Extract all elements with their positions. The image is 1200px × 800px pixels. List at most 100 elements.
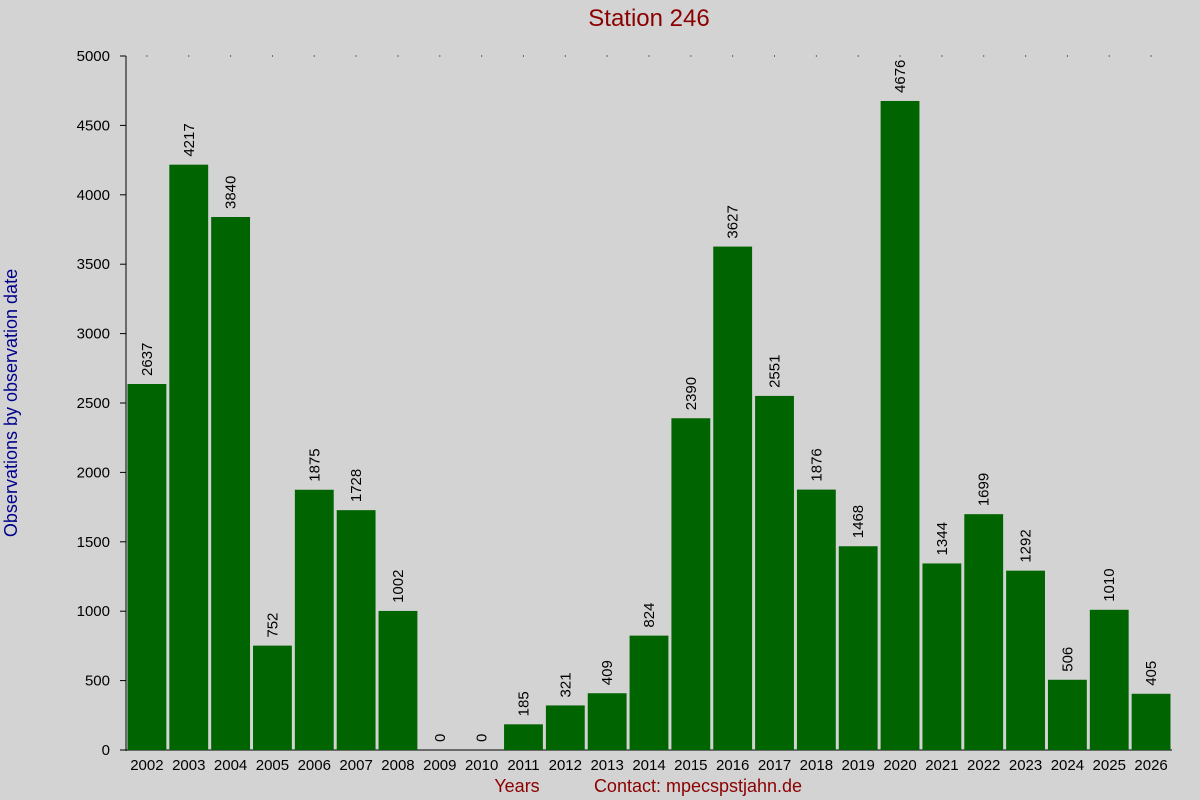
x-tick-label: 2023 <box>1009 757 1042 774</box>
y-tick-label: 1000 <box>77 603 110 620</box>
bar <box>964 514 1004 750</box>
x-tick-label: 2026 <box>1134 757 1167 774</box>
bar-value-label: 4676 <box>892 60 909 93</box>
bar-value-label: 506 <box>1059 647 1076 672</box>
top-dot <box>230 55 232 57</box>
top-dot <box>983 55 985 57</box>
x-tick-label: 2019 <box>842 757 875 774</box>
bar-value-label: 1699 <box>976 473 993 506</box>
bar-value-label: 1728 <box>348 469 365 502</box>
top-dot <box>690 55 692 57</box>
x-tick-label: 2017 <box>758 757 791 774</box>
y-tick-label: 0 <box>102 742 110 759</box>
x-tick-label: 2003 <box>172 757 205 774</box>
x-tick-label: 2012 <box>549 757 582 774</box>
bar-value-label: 1344 <box>934 522 951 555</box>
x-tick-label: 2009 <box>423 757 456 774</box>
bar-value-label: 3627 <box>725 205 742 238</box>
x-tick-label: 2002 <box>130 757 163 774</box>
bar <box>1006 570 1045 750</box>
bar <box>294 489 334 750</box>
x-tick-label: 2014 <box>632 757 665 774</box>
bar-value-label: 2637 <box>139 343 156 376</box>
x-tick-label: 2010 <box>465 757 498 774</box>
x-tick-label: 2025 <box>1093 757 1126 774</box>
bar-value-label: 752 <box>264 613 281 638</box>
top-dot <box>1066 55 1068 57</box>
bar <box>504 724 543 750</box>
bar <box>1089 609 1129 750</box>
y-tick-label: 1500 <box>77 534 110 551</box>
bar <box>1131 693 1171 750</box>
bar <box>587 693 627 750</box>
x-tick-label: 2004 <box>214 757 247 774</box>
bar-value-label: 1002 <box>390 570 407 603</box>
bar-value-label: 4217 <box>181 123 198 156</box>
x-tick-label: 2006 <box>298 757 331 774</box>
x-tick-label: 2020 <box>883 757 916 774</box>
y-tick-label: 2000 <box>77 464 110 481</box>
bar <box>796 489 836 750</box>
y-tick-label: 2500 <box>77 395 110 412</box>
x-tick-label: 2013 <box>590 757 623 774</box>
bar <box>336 510 376 750</box>
top-dot <box>857 55 859 57</box>
top-dot <box>648 55 650 57</box>
bar-value-label: 3840 <box>223 176 240 209</box>
bar <box>629 635 669 750</box>
plot-area: 0 500 1000 1500 2000 2500 3000 3500 4000 4500 5000… <box>77 48 1172 774</box>
top-dot <box>522 55 524 57</box>
top-dot <box>941 55 943 57</box>
top-dot <box>146 55 148 57</box>
bar <box>838 546 878 750</box>
x-tick-label: 2016 <box>716 757 749 774</box>
bar-value-label: 1875 <box>306 448 323 481</box>
y-tick-label: 3500 <box>77 256 110 273</box>
bar <box>922 563 962 750</box>
x-tick-label: 2015 <box>674 757 707 774</box>
x-axis-label: Years <box>494 776 539 796</box>
bar <box>169 164 209 750</box>
top-dot <box>397 55 399 57</box>
x-tick-label: 2024 <box>1051 757 1084 774</box>
bar-value-label: 0 <box>474 734 491 742</box>
bar-value-label: 1010 <box>1101 568 1118 601</box>
bar <box>378 610 418 750</box>
x-tick-label: 2008 <box>381 757 414 774</box>
bar-value-label: 1292 <box>1018 529 1035 562</box>
bar <box>1047 679 1087 750</box>
bar-value-label: 1876 <box>808 448 825 481</box>
top-dot <box>1025 55 1027 57</box>
top-dot <box>815 55 817 57</box>
y-tick-label: 500 <box>85 673 110 690</box>
x-tick-label: 2005 <box>256 757 289 774</box>
bar <box>211 217 251 750</box>
bar-value-label: 2390 <box>683 377 700 410</box>
bar <box>253 645 292 750</box>
top-dot <box>899 55 901 57</box>
top-dot <box>774 55 776 57</box>
top-dot <box>271 55 273 57</box>
bar <box>755 395 794 750</box>
top-dot <box>564 55 566 57</box>
top-dot <box>606 55 608 57</box>
bar <box>545 705 585 750</box>
x-tick-label: 2018 <box>800 757 833 774</box>
y-tick-label: 4500 <box>77 117 110 134</box>
bar-value-label: 321 <box>557 672 574 697</box>
bar <box>713 246 753 751</box>
bar-value-label: 2551 <box>767 355 784 388</box>
top-dot <box>1108 55 1110 57</box>
bar-value-label: 0 <box>432 734 449 742</box>
bar-value-label: 824 <box>641 603 658 628</box>
x-tick-label: 2011 <box>507 757 539 774</box>
bar <box>127 383 167 750</box>
bar <box>880 100 920 751</box>
bar-value-label: 185 <box>515 691 532 716</box>
top-dot <box>188 55 190 57</box>
x-tick-label: 2021 <box>925 757 958 774</box>
y-tick-label: 3000 <box>77 326 110 343</box>
top-dot <box>355 55 357 57</box>
y-axis-label: Observations by observation date <box>1 269 21 537</box>
